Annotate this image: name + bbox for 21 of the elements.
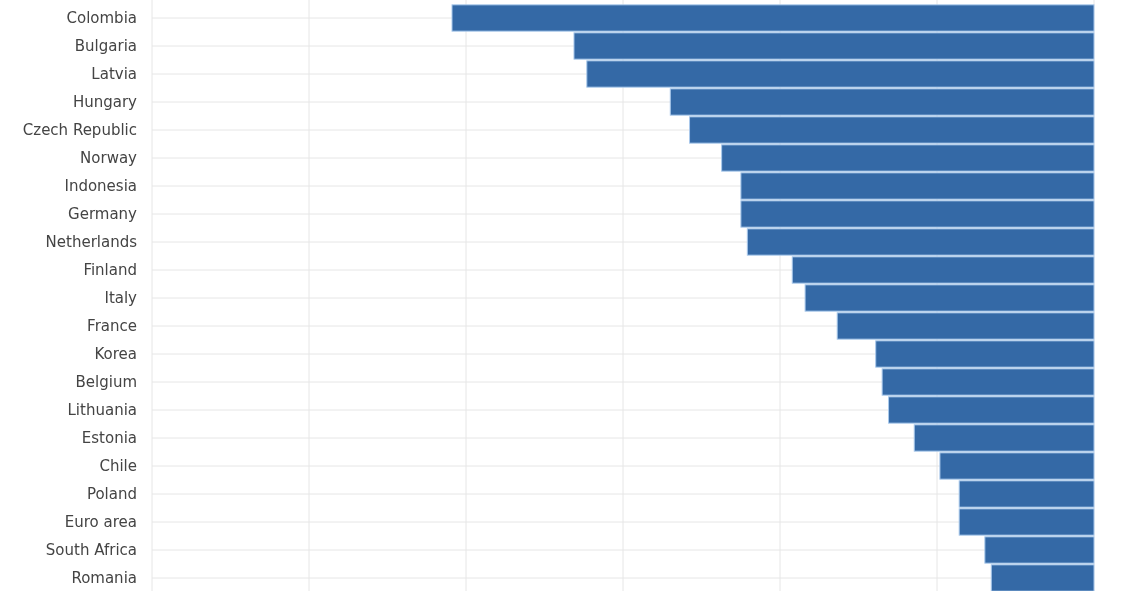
y-tick-label: Poland [86, 485, 137, 503]
y-tick-label: Estonia [81, 429, 137, 447]
y-tick-label: Italy [104, 289, 138, 307]
y-tick-label: Norway [80, 149, 138, 167]
y-tick-label: Latvia [91, 65, 137, 83]
y-tick-label: Romania [71, 569, 137, 587]
y-tick-label: Chile [99, 457, 137, 475]
y-tick-label: Finland [83, 261, 137, 279]
y-tick-label: Germany [68, 205, 138, 223]
y-tick-label: Belgium [75, 373, 137, 391]
y-tick-label: Czech Republic [22, 121, 137, 139]
y-tick-label: Indonesia [64, 177, 137, 195]
y-tick-label: Korea [94, 345, 137, 363]
y-tick-label: Euro area [64, 513, 137, 531]
y-tick-label: South Africa [45, 541, 137, 559]
y-tick-label: Bulgaria [74, 37, 137, 55]
y-tick-label: Hungary [72, 93, 138, 111]
y-tick-label: Colombia [66, 9, 137, 27]
y-tick-label: France [87, 317, 137, 335]
y-tick-label: Netherlands [45, 233, 138, 251]
y-tick-label: Lithuania [67, 401, 137, 419]
